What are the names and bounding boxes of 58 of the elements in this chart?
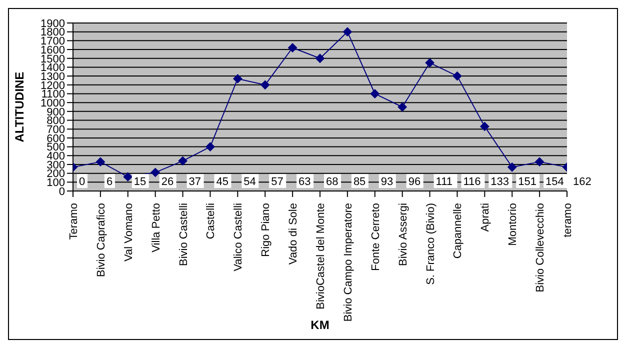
x-tick-label: S. Franco (Bivio) (424, 203, 437, 285)
annotation: 54 (244, 176, 256, 188)
annotation: 68 (326, 176, 338, 188)
annotation: 85 (353, 176, 366, 188)
x-axis-title: KM (310, 318, 330, 332)
x-tick-label: Bivio Campo Imperatore (342, 203, 354, 322)
x-tick-label: Aprati (480, 203, 492, 232)
annotation: 0 (79, 176, 86, 188)
x-tick-label: Villa Petto (150, 203, 162, 252)
point (178, 156, 188, 166)
x-tick-label: Bivio Castelli (178, 203, 190, 266)
point (425, 58, 434, 68)
point (480, 122, 490, 131)
point (535, 157, 544, 166)
x-tick-label: Bivio Assergi (397, 203, 410, 266)
x-tick-label: Montorio (507, 203, 520, 246)
point (370, 89, 380, 98)
text: 162 (573, 176, 592, 188)
point (260, 80, 270, 90)
annotation: 93 (380, 176, 394, 188)
annotation: 116 (463, 176, 481, 188)
x-tick-label: teramo (562, 203, 574, 238)
point (316, 54, 324, 63)
annotation: 63 (298, 176, 311, 188)
y-tick-label: 0 (58, 186, 65, 198)
point (288, 43, 298, 52)
annotation: 6 (106, 176, 113, 188)
annotation: 57 (271, 176, 284, 188)
y-axis-title: ALTITUDINE (12, 72, 26, 142)
annotation: 154 (546, 176, 564, 188)
point (123, 172, 132, 182)
annotation: 45 (216, 176, 228, 188)
x-tick-label: Val Vomano (122, 203, 135, 262)
x-tick-label: Fonte Cerreto (370, 203, 382, 271)
x-tick-label: Teramo (68, 203, 80, 240)
x-tick-label: Vado di Sole (288, 203, 300, 265)
x-tick-label: BivioCastel del Monte (315, 203, 327, 310)
x-tick-label: Bivio Collevecchio (534, 203, 547, 292)
annotation: 15 (134, 176, 146, 188)
point (206, 142, 215, 152)
point (233, 74, 242, 84)
x-tick-label: Valico Castelli (232, 203, 245, 272)
x-tick-label: Castelli (205, 203, 218, 240)
point (508, 162, 517, 172)
point (398, 102, 407, 112)
annotation: 26 (161, 176, 174, 188)
x-tick-label: Bivio Caprafico (95, 203, 108, 277)
x-tick-label: Capannelle (452, 203, 464, 259)
annotation: 111 (436, 176, 453, 188)
point (342, 27, 352, 36)
annotation: 37 (188, 176, 202, 188)
point (452, 72, 462, 81)
annotation: 151 (518, 176, 536, 188)
annotation: 133 (490, 176, 510, 188)
x-tick-label: Rigo Piano (260, 203, 272, 257)
point (96, 157, 105, 166)
annotation: 96 (408, 176, 421, 188)
point (150, 168, 160, 177)
